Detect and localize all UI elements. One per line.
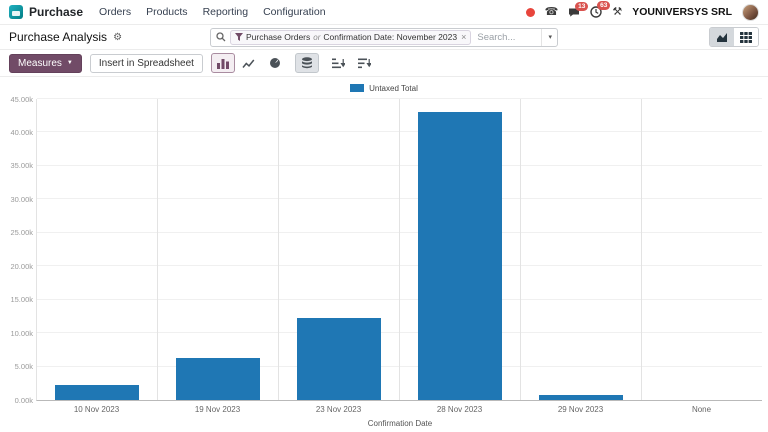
search-input[interactable]: Purchase Orders or Confirmation Date: No… xyxy=(210,27,558,47)
menu-configuration[interactable]: Configuration xyxy=(263,6,326,18)
category-column xyxy=(642,99,762,400)
menu-orders[interactable]: Orders xyxy=(99,6,132,18)
user-avatar[interactable] xyxy=(742,3,759,21)
menu-reporting[interactable]: Reporting xyxy=(202,6,249,18)
bar[interactable] xyxy=(297,317,381,400)
breadcrumb: Purchase Analysis ⚙ xyxy=(9,30,210,44)
y-tick-label: 25.00k xyxy=(10,228,33,238)
bar[interactable] xyxy=(176,357,260,400)
y-tick-label: 5.00k xyxy=(14,361,33,371)
category-column xyxy=(279,99,400,400)
x-category-label: 29 Nov 2023 xyxy=(557,405,604,414)
activities-clock-icon[interactable]: 63 xyxy=(590,1,611,18)
measures-label: Measures xyxy=(18,57,62,69)
y-tick-label: 0.00k xyxy=(14,395,33,405)
measures-button[interactable]: Measures ▼ xyxy=(9,53,82,73)
control-panel: Purchase Analysis ⚙ Purchase Orders or C… xyxy=(0,25,768,50)
graph-chart: Untaxed Total 0.00k 5.00k 10.00k 15.00k 20.0… xyxy=(0,77,768,428)
bar[interactable] xyxy=(418,112,502,400)
facet-value: Confirmation Date: November 2023 xyxy=(323,32,458,42)
search-placeholder: Search... xyxy=(477,31,516,43)
bar-chart-button[interactable] xyxy=(210,53,235,73)
x-category-label: 28 Nov 2023 xyxy=(436,405,483,414)
x-category-label: 23 Nov 2023 xyxy=(315,405,362,414)
bar[interactable] xyxy=(539,395,623,400)
company-selector[interactable]: YOUNIVERSYS SRL xyxy=(632,6,732,18)
y-gridline xyxy=(37,98,762,99)
y-tick-label: 35.00k xyxy=(10,161,33,171)
action-gear-icon[interactable]: ⚙ xyxy=(113,31,123,43)
graph-view-button[interactable] xyxy=(710,28,734,46)
legend-swatch xyxy=(350,84,365,92)
legend-label: Untaxed Total xyxy=(369,83,418,93)
chart-legend[interactable]: Untaxed Total xyxy=(4,81,764,95)
view-switcher xyxy=(709,27,759,47)
messages-icon[interactable]: 13 xyxy=(568,1,589,18)
phone-icon[interactable]: ☎ xyxy=(544,5,559,18)
bars-layer xyxy=(37,99,762,400)
x-category-row: 10 Nov 2023 19 Nov 2023 23 Nov 2023 28 Nov … xyxy=(36,401,762,414)
x-category-label: None xyxy=(691,405,712,414)
stacked-toggle-button[interactable] xyxy=(294,53,319,73)
category-column xyxy=(521,99,642,400)
systray: ☎ 13 63 ⚒ YOUNIVERSYS SRL xyxy=(525,1,759,21)
y-tick-label: 30.00k xyxy=(10,194,33,204)
facet-close-icon[interactable]: × xyxy=(461,32,467,42)
search-icon xyxy=(216,32,226,42)
activities-badge: 63 xyxy=(597,1,611,10)
sort-ascending-button[interactable] xyxy=(327,53,351,73)
page-title: Purchase Analysis xyxy=(9,30,108,44)
record-status-dot xyxy=(525,7,535,17)
category-column xyxy=(158,99,279,400)
facet-value: Purchase Orders xyxy=(246,32,311,42)
plot-area: 0.00k 5.00k 10.00k 15.00k 20.00k 25.00k 30.00k… xyxy=(10,95,762,403)
line-chart-button[interactable] xyxy=(237,53,261,73)
search-facet[interactable]: Purchase Orders or Confirmation Date: No… xyxy=(230,29,472,45)
x-category-label: 19 Nov 2023 xyxy=(194,405,241,414)
x-category-label: 10 Nov 2023 xyxy=(73,405,120,414)
pivot-view-button[interactable] xyxy=(734,28,758,46)
bar[interactable] xyxy=(55,384,139,400)
app-menu-purchase[interactable]: Purchase xyxy=(29,5,84,19)
insert-in-spreadsheet-button[interactable]: Insert in Spreadsheet xyxy=(89,53,203,73)
y-tick-label: 20.00k xyxy=(10,261,33,271)
menu-products[interactable]: Products xyxy=(146,6,188,18)
caret-down-icon: ▼ xyxy=(66,60,73,66)
search-dropdown-caret-icon[interactable]: ▾ xyxy=(541,28,552,46)
tools-icon[interactable]: ⚒ xyxy=(612,5,623,18)
y-tick-label: 45.00k xyxy=(10,94,33,104)
y-tick-label: 40.00k xyxy=(10,127,33,137)
filter-funnel-icon xyxy=(235,32,243,41)
pie-chart-button[interactable] xyxy=(263,53,287,73)
sort-descending-button[interactable] xyxy=(353,53,377,73)
y-tick-label: 10.00k xyxy=(10,328,33,338)
category-column xyxy=(400,99,521,400)
y-tick-label: 15.00k xyxy=(10,294,33,304)
top-navbar: Purchase Orders Products Reporting Confi… xyxy=(0,0,768,25)
category-column xyxy=(37,99,158,400)
graph-toolbar: Measures ▼ Insert in Spreadsheet xyxy=(0,50,768,77)
x-axis-title: Confirmation Date xyxy=(367,419,433,428)
purchase-app-icon[interactable] xyxy=(9,5,23,19)
facet-separator: or xyxy=(313,32,321,42)
messages-badge: 13 xyxy=(575,1,589,11)
